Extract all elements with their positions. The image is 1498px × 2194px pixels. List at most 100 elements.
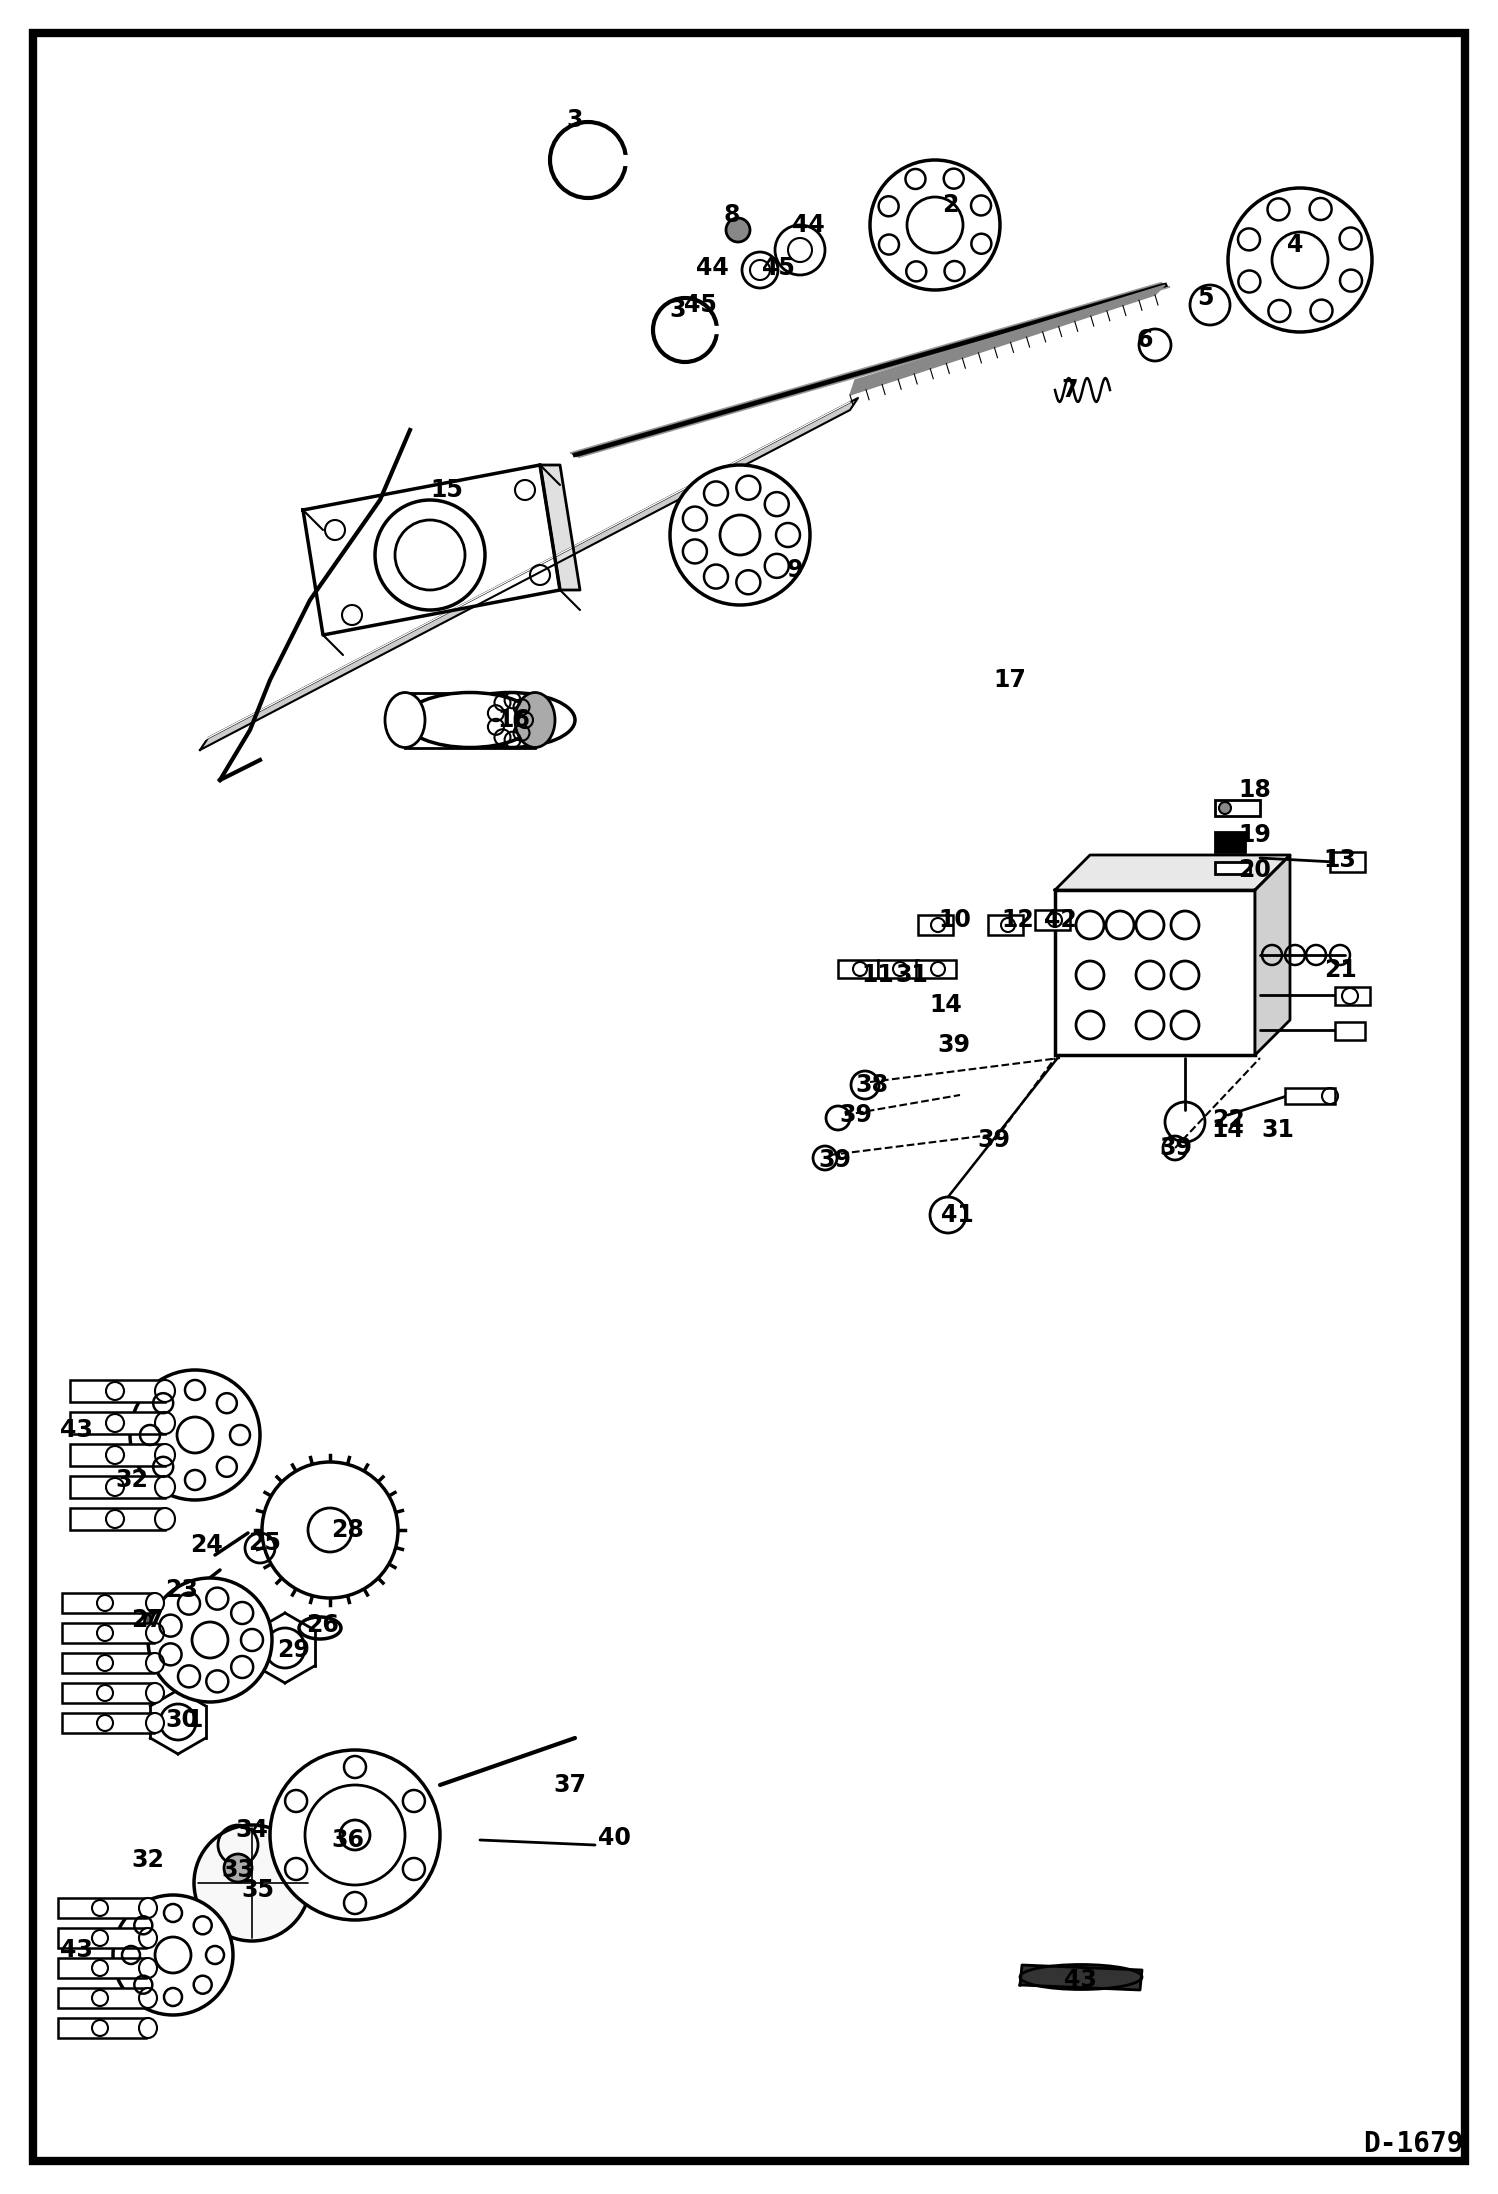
Polygon shape [539,465,580,590]
Ellipse shape [144,1615,151,1641]
Bar [58,1957,145,1979]
Text: 36: 36 [331,1828,364,1852]
Ellipse shape [154,1380,175,1402]
Text: 44: 44 [791,213,824,237]
Circle shape [112,1896,234,2014]
Bar [61,1624,154,1643]
Text: 39: 39 [1159,1136,1192,1161]
Text: 26: 26 [307,1613,340,1637]
Bar [1215,801,1260,816]
Circle shape [225,1854,252,1882]
Text: 4: 4 [1287,233,1303,257]
Ellipse shape [404,693,535,748]
Polygon shape [1055,856,1290,891]
Circle shape [374,500,485,610]
Bar [837,961,878,979]
Ellipse shape [145,1652,163,1674]
Text: 10: 10 [939,908,971,932]
Circle shape [1076,961,1104,989]
Ellipse shape [154,1444,175,1466]
Text: 32: 32 [115,1468,148,1492]
Text: 2: 2 [942,193,959,217]
Bar [1335,1022,1365,1040]
Circle shape [727,217,750,241]
Text: 11: 11 [861,963,894,987]
Text: 13: 13 [1324,849,1356,871]
Bar [1215,832,1245,851]
Text: 19: 19 [1239,823,1272,847]
Text: 18: 18 [1239,779,1272,803]
Circle shape [870,160,1001,290]
Circle shape [1135,911,1164,939]
Text: 24: 24 [190,1534,223,1558]
Text: 6: 6 [1137,327,1153,351]
Ellipse shape [139,2018,157,2038]
Polygon shape [303,465,560,634]
Bar [58,2018,145,2038]
Text: 16: 16 [497,709,530,733]
Ellipse shape [145,1624,163,1643]
Circle shape [148,1577,273,1703]
Text: 43: 43 [1064,1968,1097,1992]
Text: 14: 14 [930,994,962,1018]
Bar [1330,851,1365,871]
Text: 14: 14 [1212,1119,1245,1143]
Text: 29: 29 [277,1639,310,1663]
Text: 23: 23 [166,1577,198,1602]
Ellipse shape [139,1898,157,1918]
Polygon shape [849,285,1165,395]
Text: 12: 12 [1002,908,1035,932]
Text: 43: 43 [60,1937,93,1961]
Text: 1: 1 [187,1707,204,1731]
Text: 22: 22 [1212,1108,1245,1132]
Text: 30: 30 [165,1707,199,1731]
Ellipse shape [139,1988,157,2008]
Text: 20: 20 [1239,858,1272,882]
Text: 39: 39 [839,1104,872,1128]
Ellipse shape [139,1957,157,1979]
Text: 21: 21 [1324,959,1356,983]
Text: 7: 7 [1062,377,1079,402]
Ellipse shape [385,693,425,748]
Text: 8: 8 [724,204,740,226]
Circle shape [262,1461,398,1597]
Polygon shape [1020,1966,1141,1990]
Bar [70,1507,165,1529]
Text: 35: 35 [241,1878,274,1902]
Bar [1335,987,1371,1005]
Circle shape [1135,1011,1164,1040]
Circle shape [1171,1011,1198,1040]
Circle shape [1219,803,1231,814]
Text: 37: 37 [553,1773,587,1797]
Ellipse shape [154,1507,175,1529]
Text: 41: 41 [941,1202,974,1226]
Text: 31: 31 [1261,1119,1294,1143]
Bar [1285,1088,1335,1104]
Bar [915,961,956,979]
Text: 25: 25 [249,1531,282,1556]
Circle shape [270,1751,440,1920]
Ellipse shape [145,1593,163,1613]
Circle shape [1171,911,1198,939]
Bar [918,915,953,935]
Bar [61,1593,154,1613]
Bar [58,1898,145,1918]
Text: 43: 43 [60,1417,93,1441]
Text: 38: 38 [855,1073,888,1097]
Bar [70,1380,165,1402]
Bar [404,693,535,748]
Text: 40: 40 [598,1825,631,1850]
Text: 39: 39 [938,1033,971,1058]
Bar [61,1714,154,1733]
Circle shape [670,465,810,606]
Bar [70,1444,165,1466]
Text: 42: 42 [1044,908,1077,932]
Text: 34: 34 [235,1819,268,1843]
Text: 45: 45 [761,257,794,281]
Text: 3: 3 [566,108,583,132]
Circle shape [195,1825,310,1942]
Bar [70,1413,165,1435]
Ellipse shape [154,1413,175,1435]
Circle shape [1171,961,1198,989]
Text: 45: 45 [683,294,716,316]
